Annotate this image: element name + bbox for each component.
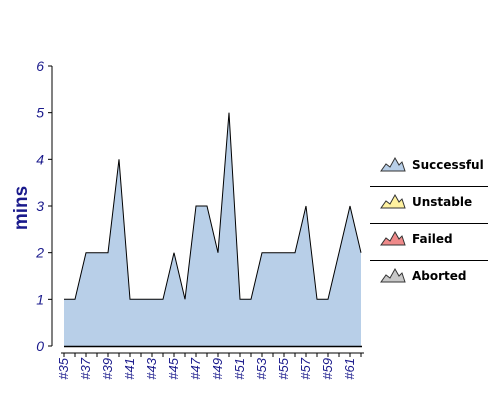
y-tick-label-2: 2: [35, 245, 44, 261]
x-tick-label-35: #35: [56, 357, 71, 379]
x-tick-label-47: #47: [188, 357, 203, 379]
legend-item-failed: Failed: [370, 224, 488, 261]
x-tick-label-59: #59: [320, 358, 335, 380]
area-layer: [64, 112, 362, 346]
y-tick-label-4: 4: [36, 151, 44, 167]
legend-label-aborted: Aborted: [412, 269, 467, 283]
x-tick-label-39: #39: [100, 358, 115, 380]
x-tick-label-43: #43: [144, 357, 159, 379]
y-tick-label-1: 1: [36, 291, 44, 307]
x-tick-label-51: #51: [232, 358, 247, 380]
x-tick-label-49: #49: [210, 358, 225, 380]
chart-legend: Successful Unstable Failed Aborted: [370, 150, 488, 297]
y-axis-label: mins: [11, 186, 32, 230]
x-tick-label-57: #57: [298, 357, 313, 379]
legend-item-aborted: Aborted: [370, 261, 488, 297]
legend-item-unstable: Unstable: [370, 187, 488, 224]
legend-label-failed: Failed: [412, 232, 453, 246]
aborted-swatch-icon: [380, 267, 406, 283]
tick-layer: 0 1 2 3 4 5 6 #35 #37 #39 #41 #43 #45 #47 #49 #51 #53 #55…: [35, 58, 362, 380]
legend-item-successful: Successful: [370, 150, 488, 187]
y-tick-label-0: 0: [36, 338, 44, 354]
legend-label-successful: Successful: [412, 158, 484, 172]
y-tick-label-6: 6: [36, 58, 44, 74]
y-tick-label-3: 3: [36, 198, 44, 214]
failed-swatch-icon: [380, 230, 406, 246]
x-tick-label-61: #61: [342, 358, 357, 380]
x-tick-label-53: #53: [254, 357, 269, 379]
series-line-successful: [64, 112, 362, 300]
x-tick-label-41: #41: [122, 358, 137, 380]
y-tick-label-5: 5: [36, 105, 44, 121]
x-tick-label-55: #55: [276, 357, 291, 379]
y-axis-label-text: mins: [11, 186, 32, 230]
legend-label-unstable: Unstable: [412, 195, 473, 209]
successful-swatch-icon: [380, 156, 406, 172]
x-tick-label-45: #45: [166, 357, 181, 379]
unstable-swatch-icon: [380, 193, 406, 209]
x-tick-label-37: #37: [78, 357, 93, 379]
